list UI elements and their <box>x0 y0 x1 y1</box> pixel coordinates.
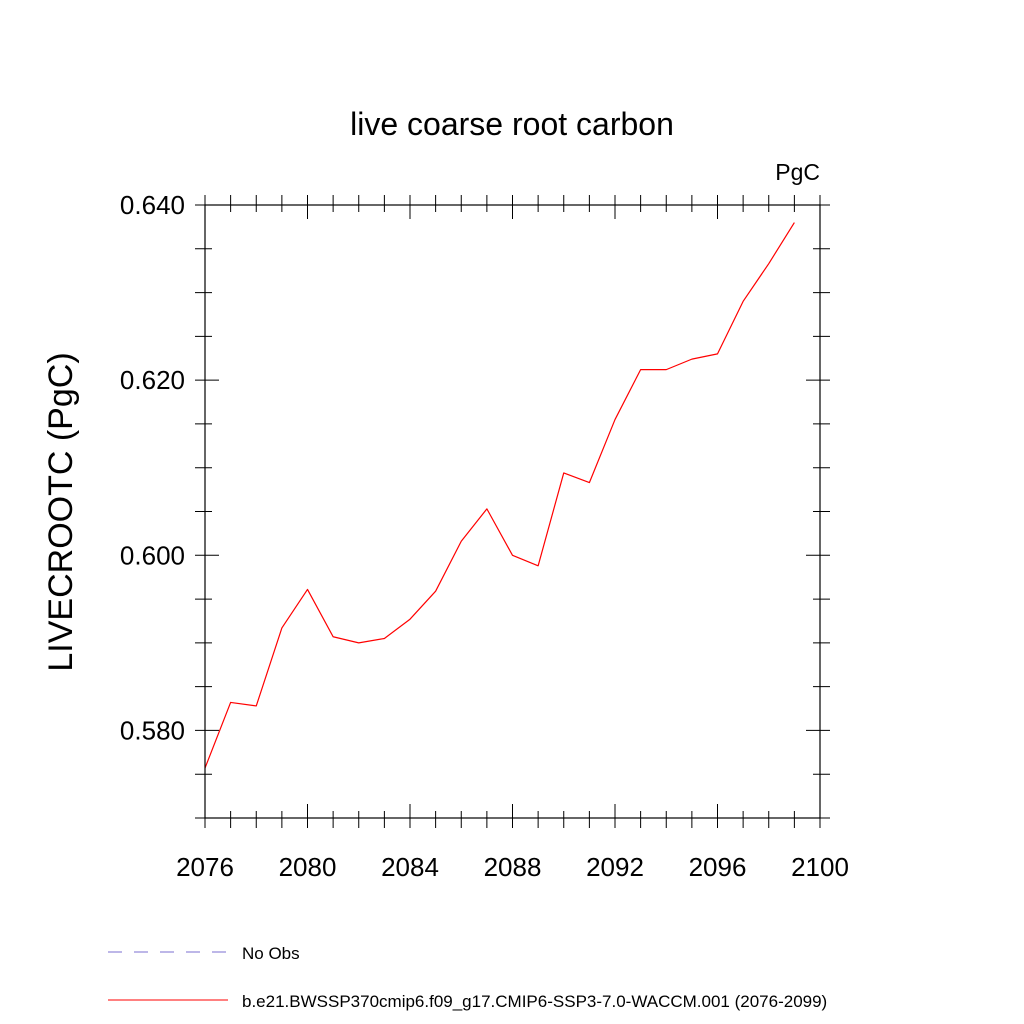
y-tick-label: 0.600 <box>120 540 185 570</box>
legend-model-label: b.e21.BWSSP370cmip6.f09_g17.CMIP6-SSP3-7… <box>242 992 827 1011</box>
legend-no-obs-label: No Obs <box>242 944 300 963</box>
y-tick-label: 0.620 <box>120 365 185 395</box>
x-tick-label: 2080 <box>279 852 337 882</box>
x-tick-label: 2084 <box>381 852 439 882</box>
units-label: PgC <box>775 159 820 185</box>
series-lines <box>204 222 795 769</box>
y-tick-label: 0.640 <box>120 190 185 220</box>
chart-title: live coarse root carbon <box>350 106 674 142</box>
y-axis-label: LIVECROOTC (PgC) <box>42 352 80 671</box>
x-tick-label: 2092 <box>586 852 644 882</box>
plot-frame <box>204 204 821 819</box>
x-tick-label: 2076 <box>176 852 234 882</box>
x-tick-label: 2088 <box>484 852 542 882</box>
legend: No Obs b.e21.BWSSP370cmip6.f09_g17.CMIP6… <box>108 944 827 1011</box>
y-axis-ticks: 0.580 0.600 0.620 0.640 <box>120 190 830 819</box>
x-axis-ticks: 2076 2080 2084 2088 2092 2096 2100 <box>176 195 849 882</box>
series-line-model <box>204 222 795 769</box>
x-tick-label: 2096 <box>689 852 747 882</box>
y-tick-label: 0.580 <box>120 715 185 745</box>
x-tick-label: 2100 <box>791 852 849 882</box>
